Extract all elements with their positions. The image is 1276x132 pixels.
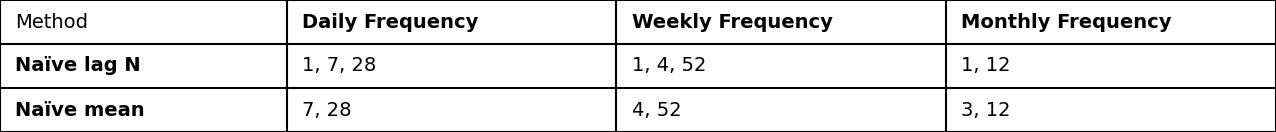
Text: 1, 4, 52: 1, 4, 52: [632, 56, 706, 76]
Text: 4, 52: 4, 52: [632, 100, 681, 119]
Text: Weekly Frequency: Weekly Frequency: [632, 13, 832, 32]
Text: Monthly Frequency: Monthly Frequency: [961, 13, 1171, 32]
Text: 1, 7, 28: 1, 7, 28: [302, 56, 376, 76]
Text: Method: Method: [15, 13, 88, 32]
Text: 3, 12: 3, 12: [961, 100, 1011, 119]
Text: 7, 28: 7, 28: [302, 100, 352, 119]
Text: Naïve mean: Naïve mean: [15, 100, 145, 119]
Text: Naïve lag N: Naïve lag N: [15, 56, 140, 76]
Text: 1, 12: 1, 12: [961, 56, 1011, 76]
Text: Daily Frequency: Daily Frequency: [302, 13, 478, 32]
